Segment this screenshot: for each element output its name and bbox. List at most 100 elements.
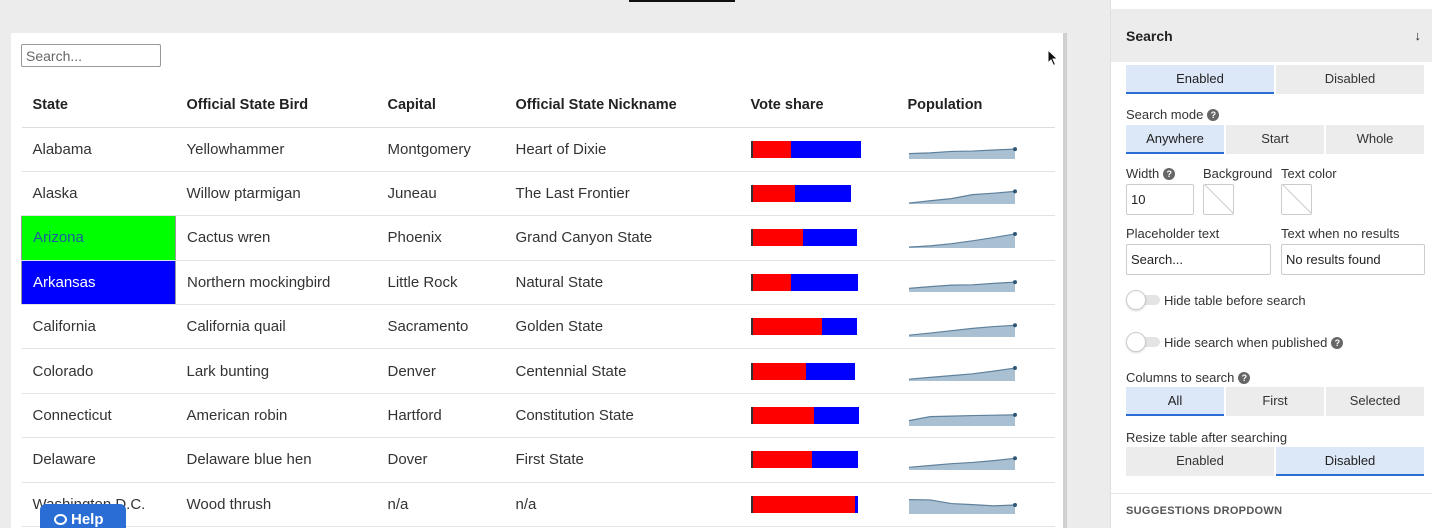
sparkline-area <box>908 499 1015 515</box>
hide-table-toggle[interactable] <box>1126 290 1160 310</box>
population-sparkline <box>908 456 1017 470</box>
cell-vote-share <box>739 393 897 439</box>
no-results-input[interactable]: No results found <box>1281 244 1425 275</box>
sparkline-end-dot <box>1012 366 1017 371</box>
table-search-input[interactable] <box>21 44 161 67</box>
hide-search-text: Hide search when published <box>1164 335 1328 350</box>
vote-share-bar <box>750 407 860 425</box>
help-button[interactable]: Help <box>40 504 126 528</box>
mode-start[interactable]: Start <box>1226 125 1324 154</box>
search-mode-text: Search mode <box>1126 107 1204 122</box>
cell-capital: Phoenix <box>376 215 505 261</box>
columns-first[interactable]: First <box>1226 387 1324 416</box>
sparkline-area <box>908 282 1015 293</box>
sparkline-area <box>908 368 1015 382</box>
background-label: Background <box>1203 166 1273 181</box>
text-color-picker[interactable] <box>1281 184 1312 215</box>
sparkline-end-dot <box>1012 188 1017 193</box>
population-sparkline <box>908 499 1017 515</box>
sparkline-area <box>908 190 1015 204</box>
width-text: Width <box>1126 166 1160 181</box>
resize-enabled[interactable]: Enabled <box>1126 447 1274 476</box>
cell-nickname: Golden State <box>504 304 740 350</box>
vote-share-bar <box>750 495 859 513</box>
column-header-nickname[interactable]: Official State Nickname <box>504 83 740 128</box>
vote-share-bar <box>750 185 851 203</box>
placeholder-text-input[interactable]: Search... <box>1126 244 1271 275</box>
column-header-bird[interactable]: Official State Bird <box>175 83 377 128</box>
sparkline-line <box>908 190 1015 204</box>
cell-population <box>896 171 1055 217</box>
cell-capital: Denver <box>376 348 505 394</box>
mode-whole[interactable]: Whole <box>1326 125 1424 154</box>
column-header-vote-share[interactable]: Vote share <box>739 83 897 128</box>
search-enable-toggle: Enabled Disabled <box>1126 65 1424 94</box>
vote-share-blue-segment <box>821 318 858 336</box>
chat-bubble-icon <box>54 513 67 525</box>
table-row: Arkansas Northern mockingbird Little Rock N… <box>21 259 1055 306</box>
resize-selector: Enabled Disabled <box>1126 447 1424 476</box>
sparkline-end-dot <box>1012 147 1017 152</box>
background-color-picker[interactable] <box>1203 184 1234 215</box>
table-row: Colorado Lark bunting Denver Centennial Sta… <box>21 348 1055 394</box>
sparkline-line <box>908 457 1015 468</box>
sparkline-area <box>908 414 1015 426</box>
sparkline-line <box>908 367 1015 380</box>
option-disabled[interactable]: Disabled <box>1276 65 1424 94</box>
cell-bird: Delaware blue hen <box>175 437 377 483</box>
help-icon[interactable]: ? <box>1163 167 1176 180</box>
width-input[interactable]: 10 <box>1126 184 1194 215</box>
cell-vote-share <box>739 260 897 306</box>
population-sparkline <box>908 366 1017 382</box>
help-label: Help <box>71 510 104 528</box>
population-sparkline <box>908 231 1017 248</box>
population-sparkline <box>908 188 1017 204</box>
cell-bird: Lark bunting <box>175 348 377 394</box>
cell-vote-share <box>739 348 897 394</box>
sparkline-end-dot <box>1012 412 1017 417</box>
vote-share-red-segment <box>752 362 807 380</box>
search-section-header[interactable]: Search ↓ <box>1111 9 1432 62</box>
suggestions-dropdown-section-header[interactable]: SUGGESTIONS DROPDOWN <box>1111 493 1432 528</box>
cell-population <box>896 437 1055 483</box>
vote-share-bar <box>750 273 859 291</box>
cell-nickname: Centennial State <box>504 348 740 394</box>
cell-vote-share <box>739 171 897 217</box>
cell-population <box>896 127 1055 172</box>
cell-vote-share <box>739 127 897 172</box>
cell-population <box>896 215 1055 261</box>
help-icon[interactable]: ? <box>1207 108 1220 121</box>
resize-disabled[interactable]: Disabled <box>1276 447 1424 476</box>
hide-search-toggle[interactable] <box>1126 332 1160 352</box>
table-row: Connecticut American robin Hartford Constit… <box>21 393 1055 439</box>
cell-vote-share <box>739 482 897 528</box>
columns-all[interactable]: All <box>1126 387 1224 416</box>
help-icon[interactable]: ? <box>1238 371 1251 384</box>
vote-share-red-segment <box>752 273 792 291</box>
vote-share-red-segment <box>752 185 795 203</box>
sparkline-line <box>908 233 1015 248</box>
help-icon[interactable]: ? <box>1331 336 1344 349</box>
cell-state: Alaska <box>21 171 176 217</box>
collapse-arrow-icon[interactable]: ↓ <box>1414 28 1422 43</box>
table-row: Delaware Delaware blue hen Dover First Stat… <box>21 437 1055 483</box>
column-header-capital[interactable]: Capital <box>376 83 505 128</box>
option-enabled[interactable]: Enabled <box>1126 65 1274 94</box>
sparkline-line <box>908 281 1015 290</box>
cell-vote-share <box>739 215 897 261</box>
settings-panel: Search ↓ Enabled Disabled Search mode ? … <box>1110 0 1432 528</box>
vote-share-bar <box>750 362 855 380</box>
columns-selected[interactable]: Selected <box>1326 387 1424 416</box>
column-header-population[interactable]: Population <box>896 83 1055 128</box>
text-color-label: Text color <box>1281 166 1337 181</box>
search-mode-label: Search mode ? <box>1126 107 1220 122</box>
vote-share-bar <box>750 318 858 336</box>
vote-share-blue-segment <box>794 185 851 203</box>
vote-share-blue-segment <box>791 273 859 291</box>
mode-anywhere[interactable]: Anywhere <box>1126 125 1224 154</box>
sparkline-end-dot <box>1012 231 1017 236</box>
cell-state: Connecticut <box>21 393 176 439</box>
column-header-state[interactable]: State <box>21 83 176 128</box>
cell-population <box>896 260 1055 306</box>
